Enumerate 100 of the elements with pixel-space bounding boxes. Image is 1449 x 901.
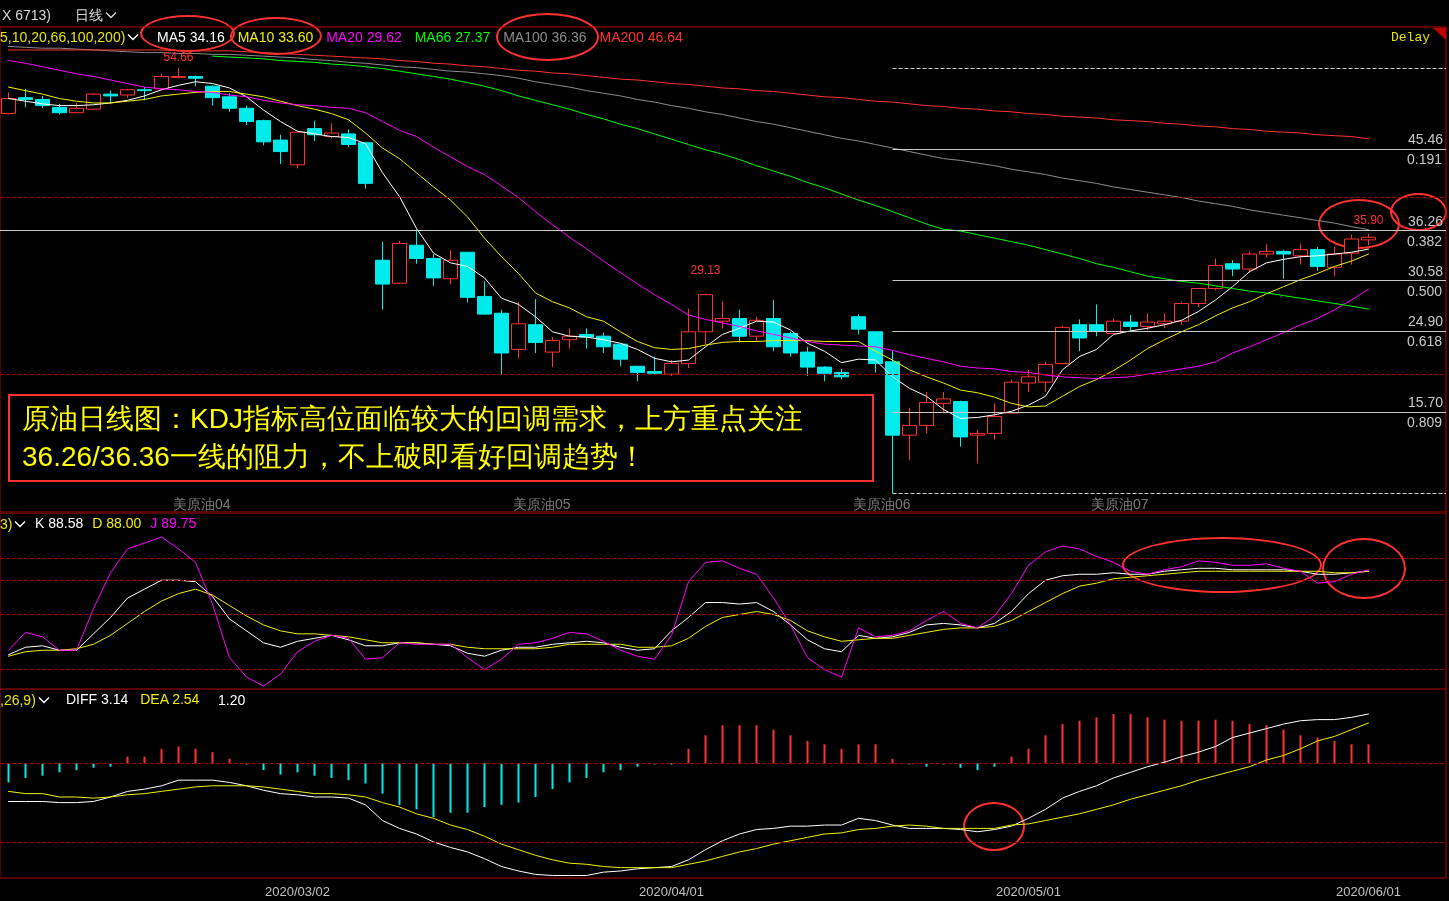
- text: MA100 36.36: [503, 29, 587, 45]
- candlestick: [919, 391, 934, 434]
- candlestick: [715, 300, 730, 329]
- x-tick-label: 2020/04/01: [638, 884, 705, 899]
- bar: [874, 744, 877, 764]
- candlestick: [528, 298, 543, 354]
- candlestick: [222, 92, 237, 113]
- candlestick: [1259, 243, 1274, 259]
- candlestick: [1123, 314, 1138, 333]
- candlestick: [630, 365, 645, 382]
- bar: [432, 763, 435, 818]
- candlestick: [970, 429, 985, 464]
- bar: [7, 763, 10, 783]
- bar: [857, 744, 860, 764]
- bar: [840, 748, 843, 764]
- bar: [1163, 719, 1166, 764]
- candlestick: [341, 128, 356, 148]
- bar: [211, 752, 214, 764]
- bar: [976, 763, 979, 771]
- candlestick: [936, 391, 951, 414]
- ref-line-label: 15.70: [1407, 394, 1444, 411]
- annotation: 美原油05: [513, 496, 571, 512]
- candlestick: [1310, 246, 1325, 272]
- bar: [75, 763, 78, 771]
- candlestick: [664, 359, 679, 377]
- annotation: 0.500: [1406, 282, 1443, 299]
- bar: [1112, 714, 1115, 764]
- text: 1.20: [218, 692, 246, 708]
- bar: [194, 748, 197, 764]
- bar: [347, 763, 350, 781]
- candlestick: [1140, 312, 1155, 331]
- candlestick: [52, 103, 67, 115]
- bar: [687, 748, 690, 764]
- text: MA200 46.64: [599, 29, 683, 45]
- bar: [1265, 725, 1268, 764]
- candlestick: [290, 130, 305, 169]
- candlestick: [392, 240, 407, 285]
- bar: [1197, 720, 1200, 764]
- bar: [755, 725, 758, 764]
- bar: [1095, 717, 1098, 764]
- candlestick: [1038, 361, 1053, 393]
- bar: [602, 763, 605, 773]
- bar: [1010, 756, 1013, 764]
- candlestick: [1089, 303, 1104, 337]
- bar: [1316, 737, 1319, 764]
- annotation: 0.618: [1406, 332, 1443, 349]
- annotation: 美原油06: [853, 496, 911, 512]
- text: X 6713): [2, 7, 52, 23]
- candlestick: [18, 88, 33, 108]
- candlestick: [409, 228, 424, 265]
- bar: [262, 763, 265, 771]
- bar: [415, 763, 418, 810]
- bar: [381, 763, 384, 794]
- candlestick: [443, 250, 458, 285]
- annotation: 0.382: [1406, 232, 1443, 249]
- candlestick: [273, 134, 288, 165]
- candlestick: [137, 86, 152, 101]
- bar: [398, 763, 401, 805]
- bar: [24, 763, 27, 778]
- candlestick: [239, 105, 254, 126]
- text: Delay: [1390, 30, 1430, 46]
- bar: [1027, 748, 1030, 764]
- bar: [1078, 720, 1081, 764]
- candlestick: [171, 67, 186, 79]
- bar: [92, 763, 95, 768]
- legend-label: K 88.58: [35, 515, 84, 531]
- candlestick: [885, 350, 900, 494]
- candlestick: [188, 75, 203, 87]
- bar: [1061, 724, 1064, 764]
- ref-line-label: 45.46: [1407, 131, 1444, 148]
- bar: [330, 763, 333, 778]
- bar: [789, 735, 792, 764]
- bar: [483, 763, 486, 808]
- bar: [1282, 729, 1285, 764]
- candlestick: [1174, 301, 1189, 326]
- candlestick: [103, 90, 118, 104]
- bar: [1248, 724, 1251, 764]
- bar: [1231, 720, 1234, 764]
- bar: [1044, 735, 1047, 764]
- x-tick-label: 2020/03/02: [264, 884, 331, 899]
- legend-label: MA5 34.16: [157, 29, 225, 45]
- bar: [41, 763, 44, 776]
- text: 3): [0, 516, 13, 532]
- x-tick-label: 2020/05/01: [995, 884, 1062, 899]
- candlestick: [1191, 287, 1206, 308]
- text: MA66 27.37: [414, 29, 491, 45]
- bar: [585, 763, 588, 778]
- bar: [1146, 717, 1149, 764]
- bar: [1350, 744, 1353, 764]
- legend-label: DIFF 3.14: [66, 691, 129, 707]
- bar: [313, 763, 316, 776]
- candlestick: [494, 309, 509, 375]
- bar: [58, 763, 61, 773]
- ref-line-label: 36.26: [1407, 212, 1444, 229]
- bar: [738, 725, 741, 764]
- bar: [1129, 714, 1132, 764]
- candlestick: [69, 102, 84, 114]
- bar: [517, 763, 520, 803]
- candlestick: [1242, 250, 1257, 274]
- bar: [806, 740, 809, 764]
